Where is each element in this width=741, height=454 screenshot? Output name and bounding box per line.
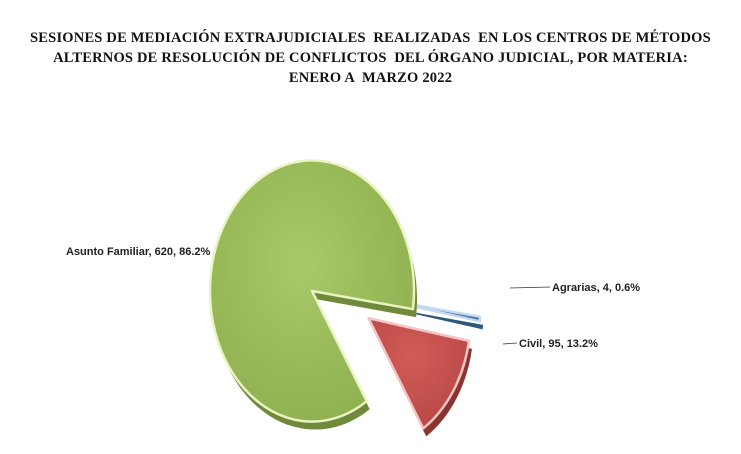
pie-slice-asunto-familiar xyxy=(208,159,416,423)
data-label-asunto-familiar: Asunto Familiar, 620, 86.2% xyxy=(66,246,211,258)
pie-slice-civil xyxy=(367,316,471,430)
leader-line-civil xyxy=(502,342,518,345)
chart-title-line-2: ALTERNOS DE RESOLUCIÓN DE CONFLICTOS DEL… xyxy=(53,50,688,66)
chart-title-line-1: SESIONES DE MEDIACIÓN EXTRAJUDICIALES RE… xyxy=(30,30,711,46)
chart-title-line-3: ENERO A MARZO 2022 xyxy=(288,70,453,86)
leader-line-agrarias xyxy=(509,286,551,289)
data-label-agrarias: Agrarias, 4, 0.6% xyxy=(552,282,640,294)
chart-title: SESIONES DE MEDIACIÓN EXTRAJUDICIALES RE… xyxy=(0,28,741,88)
data-label-civil: Civil, 95, 13.2% xyxy=(519,338,598,350)
